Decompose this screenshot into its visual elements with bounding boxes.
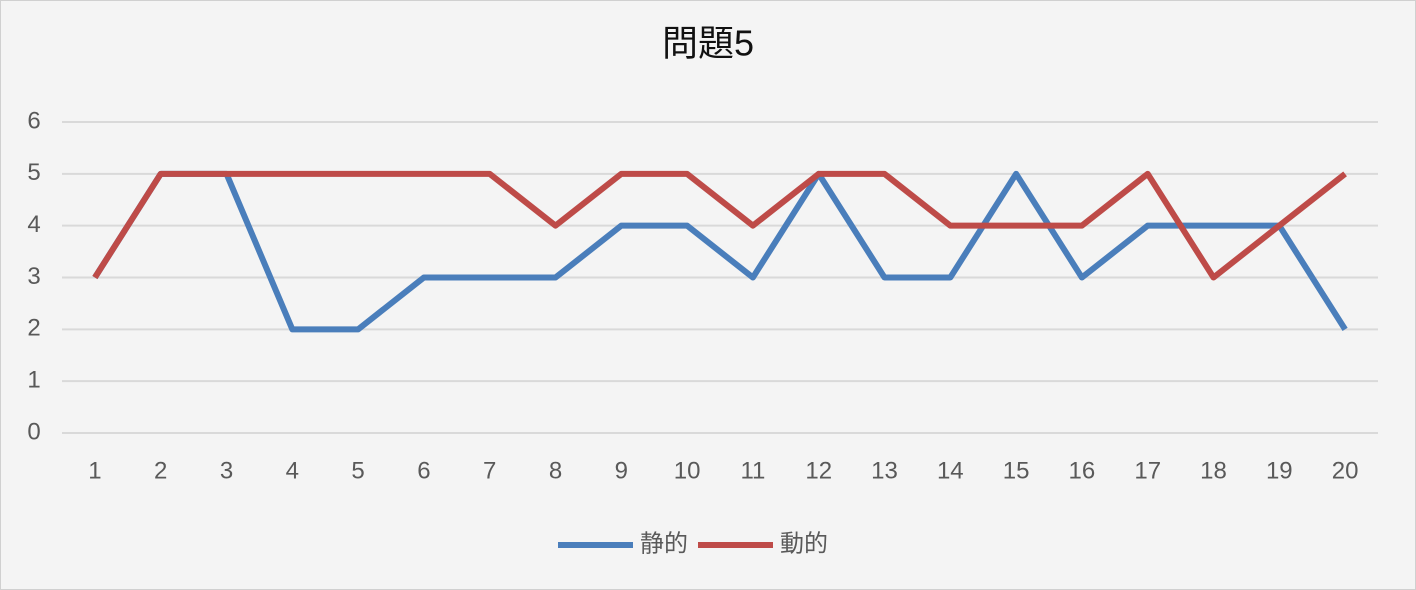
x-tick-label: 9 xyxy=(615,457,628,484)
x-tick-label: 18 xyxy=(1200,457,1227,484)
y-tick-label: 3 xyxy=(27,263,40,290)
x-tick-label: 16 xyxy=(1069,457,1096,484)
legend-label: 動的 xyxy=(780,530,828,557)
x-tick-label: 19 xyxy=(1266,457,1293,484)
x-tick-label: 10 xyxy=(674,457,701,484)
x-tick-label: 5 xyxy=(351,457,364,484)
x-tick-label: 17 xyxy=(1134,457,1161,484)
y-tick-label: 6 xyxy=(27,107,40,134)
x-tick-label: 15 xyxy=(1003,457,1030,484)
x-tick-label: 2 xyxy=(154,457,167,484)
x-tick-label: 14 xyxy=(937,457,964,484)
legend-label: 静的 xyxy=(640,530,688,557)
series-line xyxy=(92,170,1347,281)
y-tick-label: 4 xyxy=(27,211,40,238)
y-tick-label: 1 xyxy=(27,367,40,394)
x-tick-label: 13 xyxy=(871,457,898,484)
y-tick-label: 2 xyxy=(27,315,40,342)
x-tick-label: 3 xyxy=(220,457,233,484)
x-tick-label: 11 xyxy=(740,457,765,484)
x-tick-label: 7 xyxy=(483,457,496,484)
x-tick-label: 8 xyxy=(549,457,562,484)
x-tick-label: 1 xyxy=(88,457,101,484)
x-tick-label: 4 xyxy=(286,457,299,484)
y-tick-label: 5 xyxy=(27,159,40,186)
x-tick-label: 20 xyxy=(1332,457,1359,484)
series-line xyxy=(92,170,1348,333)
x-tick-label: 12 xyxy=(805,457,832,484)
y-tick-label: 0 xyxy=(27,418,40,445)
x-tick-label: 6 xyxy=(417,457,430,484)
chart-title: 問題5 xyxy=(662,23,754,64)
